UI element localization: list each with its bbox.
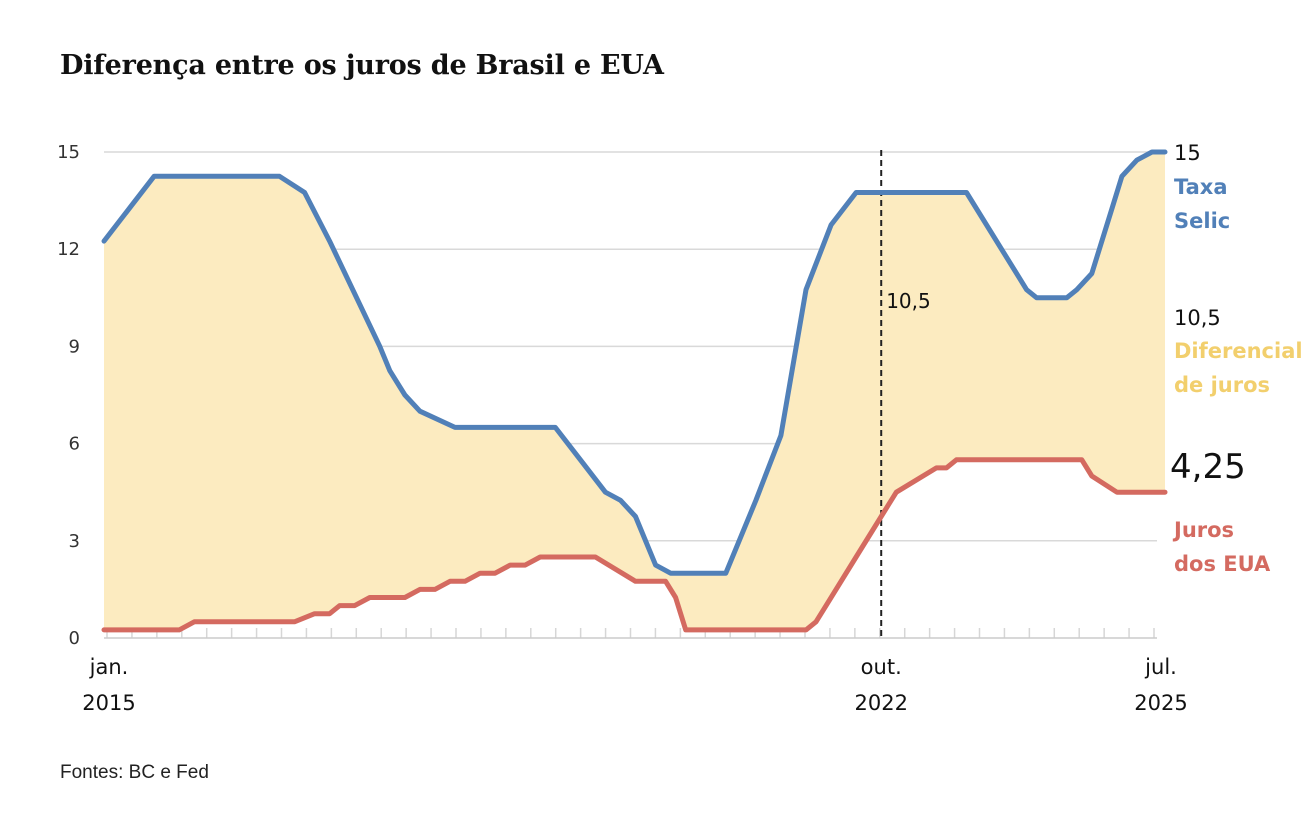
x-label-year: 2015 xyxy=(82,691,135,715)
x-label-month: out. xyxy=(861,655,902,679)
reference-line-label: 10,5 xyxy=(886,289,931,313)
x-axis-minor-ticks xyxy=(106,628,1155,638)
end-label-selic-name: Selic xyxy=(1174,209,1230,233)
y-tick-label: 15 xyxy=(57,142,80,163)
end-label-eua-name: Juros xyxy=(1172,518,1234,542)
end-label-eua-name: dos EUA xyxy=(1174,552,1271,576)
end-label-selic-value: 15 xyxy=(1174,141,1201,165)
end-label-differential-name: de juros xyxy=(1174,373,1270,397)
source-note: Fontes: BC e Fed xyxy=(60,762,209,783)
y-tick-label: 3 xyxy=(69,531,80,552)
y-tick-label: 6 xyxy=(69,434,80,455)
end-label-selic-name: Taxa xyxy=(1174,175,1228,199)
x-label-month: jul. xyxy=(1144,655,1177,679)
y-tick-label: 9 xyxy=(69,336,80,357)
series-line-juros-eua xyxy=(101,457,1168,633)
end-label-eua-value: 4,25 xyxy=(1170,447,1246,487)
end-label-differential-value: 10,5 xyxy=(1174,306,1221,330)
x-label-year: 2022 xyxy=(854,691,907,715)
y-tick-label: 0 xyxy=(69,628,80,649)
x-label-month: jan. xyxy=(89,655,129,679)
differential-area xyxy=(104,152,1165,630)
y-axis-tick-labels: 0 3 6 9 12 15 xyxy=(57,142,80,649)
chart-title: Diferença entre os juros de Brasil e EUA xyxy=(60,50,664,81)
end-label-differential-name: Diferencial xyxy=(1174,339,1303,363)
x-label-year: 2025 xyxy=(1134,691,1187,715)
y-tick-label: 12 xyxy=(57,239,80,260)
x-axis-labels: jan. 2015 out. 2022 jul. 2025 xyxy=(82,655,1187,715)
series-line-taxa-selic xyxy=(101,149,1168,576)
